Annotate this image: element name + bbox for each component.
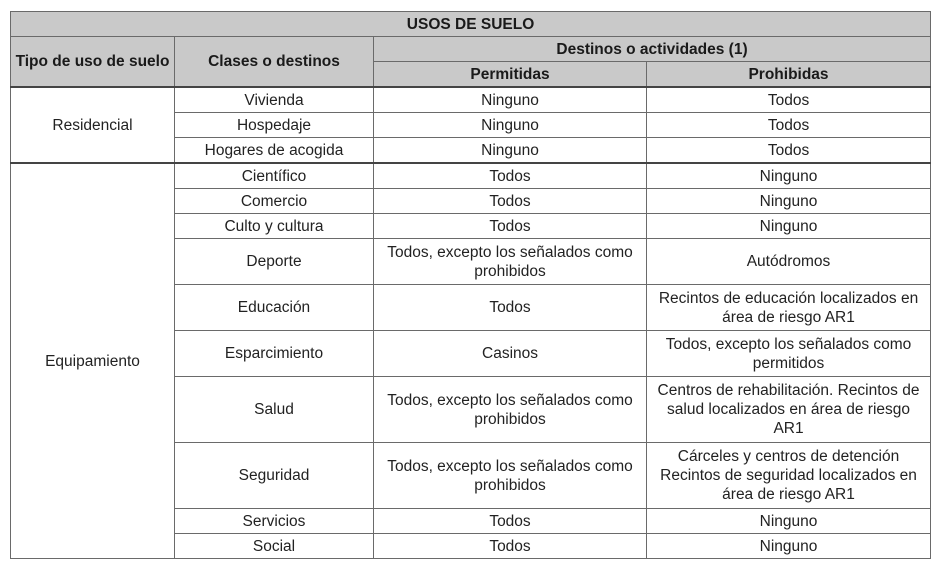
clase-cell: Esparcimiento [174, 330, 374, 377]
clase-cell: Vivienda [174, 86, 374, 113]
header-prohibidas: Prohibidas [645, 61, 932, 88]
clase-cell: Social [174, 533, 374, 559]
table-row: Culto y cultura Todos Ninguno [11, 213, 932, 239]
clase-cell: Comercio [174, 188, 374, 214]
permitidas-cell: Ninguno [373, 112, 647, 138]
permitidas-cell: Todos [373, 162, 647, 189]
prohibidas-cell: Ninguno [645, 533, 932, 559]
clase-cell: Hospedaje [174, 112, 374, 138]
permitidas-cell: Ninguno [373, 86, 647, 113]
header-tipo: Tipo de uso de suelo [10, 36, 175, 88]
prohibidas-cell: Todos [645, 86, 932, 113]
land-use-table: USOS DE SUELO Tipo de uso de suelo Clase… [9, 11, 932, 559]
clase-cell: Deporte [174, 238, 374, 285]
tipo-cell: Equipamiento [10, 162, 175, 559]
header-clases: Clases o destinos [174, 36, 374, 88]
table-row: Hogares de acogida Ninguno Todos [11, 137, 932, 164]
permitidas-cell: Ninguno [373, 137, 647, 164]
permitidas-cell: Todos [373, 533, 647, 559]
header-destinos: Destinos o actividades (1) [372, 36, 932, 62]
table-row: Social Todos Ninguno [11, 533, 932, 559]
prohibidas-cell: Autódromos [645, 238, 932, 285]
table-row: Equipamiento Científico Todos Ninguno [10, 162, 932, 559]
prohibidas-cell: Todos [645, 112, 932, 138]
permitidas-cell: Todos, excepto los señalados como prohib… [373, 238, 647, 285]
permitidas-cell: Casinos [373, 330, 647, 377]
clase-cell: Salud [174, 376, 374, 443]
header-permitidas: Permitidas [373, 61, 647, 88]
prohibidas-cell: Ninguno [645, 508, 932, 534]
table-row: Residencial Vivienda Ninguno Todos [10, 86, 932, 164]
permitidas-cell: Todos [373, 284, 647, 331]
prohibidas-cell: Todos, excepto los señalados como permit… [645, 330, 932, 377]
prohibidas-cell: Todos [645, 137, 932, 164]
prohibidas-cell: Centros de rehabilitación. Recintos de s… [645, 376, 932, 443]
prohibidas-cell: Cárceles y centros de detención Recintos… [645, 442, 932, 509]
group-residencial: Residencial Vivienda Ninguno Todos Hospe… [10, 86, 932, 164]
permitidas-cell: Todos [373, 213, 647, 239]
permitidas-cell: Todos, excepto los señalados como prohib… [373, 376, 647, 443]
table-title: USOS DE SUELO [9, 11, 932, 37]
prohibidas-cell: Ninguno [645, 162, 932, 189]
table-row: Seguridad Todos, excepto los señalados c… [11, 442, 932, 509]
clase-cell: Culto y cultura [174, 213, 374, 239]
prohibidas-cell: Ninguno [645, 213, 932, 239]
prohibidas-cell: Ninguno [645, 188, 932, 214]
group-equipamiento: Equipamiento Científico Todos Ninguno Co… [10, 162, 932, 559]
table-row: Deporte Todos, excepto los señalados com… [11, 238, 932, 285]
clase-cell: Educación [174, 284, 374, 331]
table-row: Educación Todos Recintos de educación lo… [11, 284, 932, 331]
table-row: Comercio Todos Ninguno [11, 188, 932, 214]
permitidas-cell: Todos [373, 508, 647, 534]
table-row: Hospedaje Ninguno Todos [11, 112, 932, 138]
permitidas-cell: Todos [373, 188, 647, 214]
prohibidas-cell: Recintos de educación localizados en áre… [645, 284, 932, 331]
table-row: Esparcimiento Casinos Todos, excepto los… [11, 330, 932, 377]
tipo-cell: Residencial [10, 86, 175, 164]
permitidas-cell: Todos, excepto los señalados como prohib… [373, 442, 647, 509]
clase-cell: Hogares de acogida [174, 137, 374, 164]
clase-cell: Científico [174, 162, 374, 189]
clase-cell: Servicios [174, 508, 374, 534]
clase-cell: Seguridad [174, 442, 374, 509]
